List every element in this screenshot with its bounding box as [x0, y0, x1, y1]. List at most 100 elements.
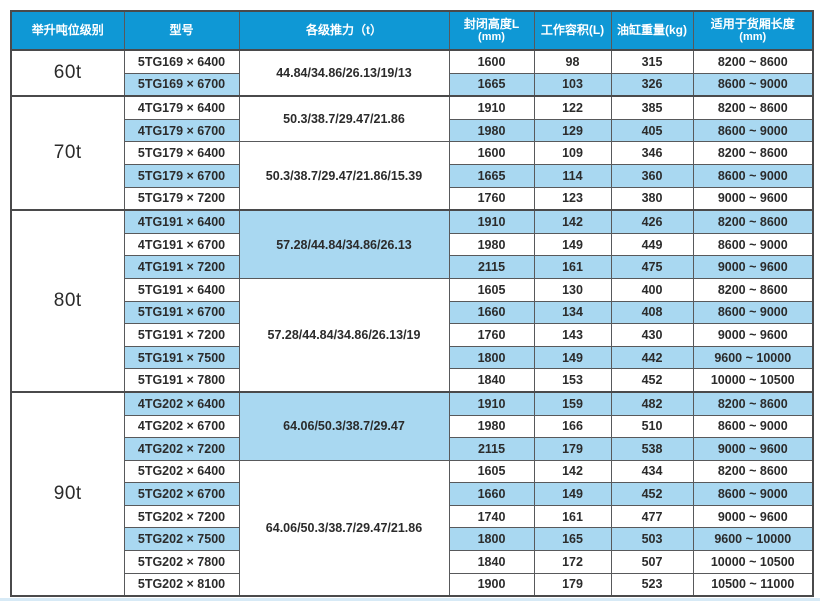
stage-thrust-cell: 57.28/44.84/34.86/26.13 — [238, 209, 450, 279]
working-volume-cell: 149 — [533, 232, 612, 257]
cylinder-weight-cell: 482 — [610, 390, 694, 416]
col-header-stage-thrust: 各级推力（t） — [238, 10, 450, 51]
cargo-box-length-cell: 8600 ~ 9000 — [692, 232, 814, 257]
closed-height-cell: 1840 — [448, 368, 535, 393]
working-volume-cell: 166 — [533, 414, 612, 439]
spec-row: 4TG202 × 6700 1980 166 510 8600 ~ 9000 — [11, 414, 814, 439]
cylinder-weight-cell: 408 — [610, 300, 694, 325]
model-cell: 4TG202 × 6400 — [123, 390, 240, 416]
model-cell: 4TG191 × 6700 — [123, 232, 240, 257]
working-volume-cell: 149 — [533, 345, 612, 370]
cylinder-weight-cell: 452 — [610, 368, 694, 393]
cylinder-weight-cell: 503 — [610, 527, 694, 552]
spec-row: 5TG202 × 7500 1800 165 503 9600 ~ 10000 — [11, 527, 814, 552]
cylinder-weight-cell: 315 — [610, 48, 694, 74]
cargo-box-length-cell: 8600 ~ 9000 — [692, 163, 814, 188]
working-volume-cell: 114 — [533, 163, 612, 188]
stage-thrust-cell: 50.3/38.7/29.47/21.86/15.39 — [238, 141, 450, 211]
cargo-box-length-cell: 8200 ~ 8600 — [692, 95, 814, 120]
cargo-box-length-cell: 9600 ~ 10000 — [692, 527, 814, 552]
cargo-box-length-cell: 9000 ~ 9600 — [692, 323, 814, 347]
cargo-box-length-cell: 9000 ~ 9600 — [692, 186, 814, 211]
closed-height-cell: 1900 — [448, 572, 535, 597]
tonnage-class-cell: 80t — [10, 209, 125, 393]
cylinder-weight-cell: 442 — [610, 345, 694, 370]
closed-height-cell: 1980 — [448, 232, 535, 257]
closed-height-cell: 2115 — [448, 255, 535, 279]
cargo-box-length-cell: 8200 ~ 8600 — [692, 209, 814, 234]
cylinder-weight-cell: 477 — [610, 504, 694, 529]
working-volume-cell: 165 — [533, 527, 612, 552]
cylinder-weight-cell: 426 — [610, 209, 694, 234]
closed-height-cell: 1665 — [448, 163, 535, 188]
cylinder-weight-cell: 452 — [610, 482, 694, 506]
closed-height-cell: 2115 — [448, 437, 535, 461]
closed-height-cell: 1600 — [448, 48, 535, 74]
cylinder-weight-cell: 507 — [610, 550, 694, 574]
model-cell: 5TG202 × 6400 — [123, 459, 240, 484]
tonnage-class-cell: 90t — [10, 390, 125, 597]
cylinder-weight-cell: 326 — [610, 72, 694, 97]
spec-row: 90t 4TG202 × 6400 64.06/50.3/38.7/29.47 191… — [10, 390, 814, 597]
cargo-box-length-cell: 8600 ~ 9000 — [692, 300, 814, 325]
spec-row: 70t 4TG179 × 6400 50.3/38.7/29.47/21.86 191… — [10, 95, 814, 211]
model-cell: 4TG191 × 6400 — [123, 209, 240, 234]
model-cell: 5TG169 × 6400 — [123, 48, 240, 74]
spec-row: 4TG202 × 7200 2115 179 538 9000 ~ 9600 — [11, 437, 814, 461]
cargo-box-length-cell: 8200 ~ 8600 — [692, 141, 814, 165]
closed-height-cell: 1760 — [448, 323, 535, 347]
cargo-box-length-cell: 8200 ~ 8600 — [692, 459, 814, 484]
working-volume-cell: 149 — [533, 482, 612, 506]
working-volume-cell: 179 — [533, 437, 612, 461]
closed-height-cell: 1980 — [448, 118, 535, 143]
model-cell: 5TG202 × 8100 — [123, 572, 240, 597]
closed-height-cell: 1840 — [448, 550, 535, 574]
model-cell: 5TG191 × 6400 — [123, 277, 240, 302]
model-cell: 5TG202 × 7200 — [123, 504, 240, 529]
model-cell: 4TG191 × 7200 — [123, 255, 240, 279]
stage-thrust-cell: 44.84/34.86/26.13/19/13 — [238, 48, 450, 97]
col-header-closed-height: 封闭高度L (mm) — [448, 10, 535, 51]
cargo-box-length-cell: 10000 ~ 10500 — [692, 550, 814, 574]
working-volume-cell: 130 — [533, 277, 612, 302]
cargo-box-length-cell: 9000 ~ 9600 — [692, 437, 814, 461]
cargo-box-length-cell: 8600 ~ 9000 — [692, 482, 814, 506]
col-header-unit: (mm) — [739, 31, 767, 44]
spec-row: 5TG202 × 7800 1840 172 507 10000 ~ 10500 — [11, 550, 814, 574]
spec-row: 5TG191 × 7500 1800 149 442 9600 ~ 10000 — [11, 345, 814, 370]
working-volume-cell: 142 — [533, 209, 612, 234]
cylinder-weight-cell: 400 — [610, 277, 694, 302]
model-cell: 5TG202 × 7800 — [123, 550, 240, 574]
stage-thrust-cell: 64.06/50.3/38.7/29.47 — [238, 390, 450, 461]
col-header-label: 各级推力（t） — [306, 23, 382, 38]
stage-thrust-cell: 50.3/38.7/29.47/21.86 — [238, 95, 450, 143]
working-volume-cell: 98 — [533, 48, 612, 74]
working-volume-cell: 122 — [533, 95, 612, 120]
working-volume-cell: 142 — [533, 459, 612, 484]
model-cell: 5TG191 × 7500 — [123, 345, 240, 370]
closed-height-cell: 1660 — [448, 300, 535, 325]
tonnage-class-cell: 60t — [10, 48, 125, 97]
closed-height-cell: 1800 — [448, 345, 535, 370]
closed-height-cell: 1800 — [448, 527, 535, 552]
working-volume-cell: 103 — [533, 72, 612, 97]
model-cell: 5TG191 × 7800 — [123, 368, 240, 393]
spec-row: 4TG191 × 6700 1980 149 449 8600 ~ 9000 — [11, 232, 814, 257]
spec-row: 60t 5TG169 × 6400 44.84/34.86/26.13/19/13 1… — [10, 48, 814, 97]
col-header-tonnage-class: 举升吨位级别 — [10, 10, 125, 51]
working-volume-cell: 153 — [533, 368, 612, 393]
closed-height-cell: 1760 — [448, 186, 535, 211]
cylinder-weight-cell: 538 — [610, 437, 694, 461]
model-cell: 5TG191 × 6700 — [123, 300, 240, 325]
spec-row: 5TG169 × 6700 1665 103 326 8600 ~ 9000 — [11, 72, 814, 97]
closed-height-cell: 1600 — [448, 141, 535, 165]
cargo-box-length-cell: 8200 ~ 8600 — [692, 390, 814, 416]
cylinder-weight-cell: 434 — [610, 459, 694, 484]
model-cell: 5TG179 × 6700 — [123, 163, 240, 188]
cylinder-weight-cell: 510 — [610, 414, 694, 439]
working-volume-cell: 134 — [533, 300, 612, 325]
spec-table-body: 60t 5TG169 × 6400 44.84/34.86/26.13/19/13 1… — [10, 48, 814, 597]
closed-height-cell: 1605 — [448, 459, 535, 484]
model-cell: 4TG179 × 6700 — [123, 118, 240, 143]
